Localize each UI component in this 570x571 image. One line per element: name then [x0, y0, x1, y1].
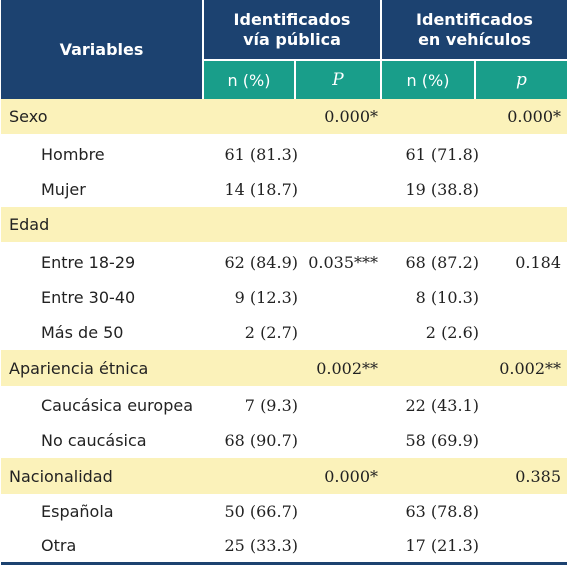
- header-group-via-publica: Identificados vía pública: [204, 0, 380, 59]
- row-n2: 61 (71.8): [405, 145, 479, 164]
- row-label: Mujer: [41, 180, 86, 199]
- row-p2: 0.000*: [507, 107, 561, 126]
- row-p2: [481, 172, 561, 207]
- table-bottom-rule: [1, 562, 567, 565]
- row-n1: 25 (33.3): [224, 536, 298, 555]
- table-row: Entre 18-29 62 (84.9) 0.035*** 68 (87.2)…: [1, 245, 567, 280]
- row-label: Edad: [9, 215, 50, 234]
- row-p2: [481, 388, 561, 423]
- row-label: Más de 50: [41, 323, 124, 342]
- row-n2: 8 (10.3): [415, 288, 479, 307]
- header-group2-line1: Identificados: [416, 9, 533, 29]
- table-row: Entre 30-40 9 (12.3) 8 (10.3): [1, 280, 567, 315]
- row-n1: 68 (90.7): [224, 431, 298, 450]
- row-n1: [203, 207, 298, 242]
- table-row: No caucásica 68 (90.7) 58 (69.9): [1, 423, 567, 458]
- header-group1-line1: Identificados: [233, 9, 351, 29]
- row-n2: [382, 207, 479, 242]
- subheader-p2-label: p: [516, 70, 527, 90]
- row-n1: [203, 99, 298, 134]
- row-n1: 14 (18.7): [224, 180, 298, 199]
- row-n2: [382, 99, 479, 134]
- row-p1: 0.035***: [308, 253, 378, 272]
- header-variables: Variables: [1, 0, 202, 99]
- row-n2: 68 (87.2): [405, 253, 479, 272]
- row-p2: [481, 494, 561, 529]
- subheader-n2: n (%): [382, 61, 474, 99]
- row-n1: 61 (81.3): [224, 145, 298, 164]
- table-row: Nacionalidad 0.000* 0.385: [1, 458, 567, 494]
- row-p2: [481, 423, 561, 458]
- table-row: Apariencia étnica 0.002** 0.002**: [1, 350, 567, 386]
- row-n1: 7 (9.3): [244, 396, 298, 415]
- row-n1: [203, 458, 298, 494]
- row-n2: [382, 458, 479, 494]
- row-p2: [481, 207, 561, 242]
- row-n1: 62 (84.9): [224, 253, 298, 272]
- row-label: Caucásica europea: [41, 396, 193, 415]
- header-variables-label: Variables: [59, 39, 144, 59]
- row-p2: 0.002**: [499, 358, 561, 378]
- table-row: Española 50 (66.7) 63 (78.8): [1, 494, 567, 529]
- subheader-p1-label: P: [332, 70, 344, 90]
- row-p1: [299, 388, 378, 423]
- table-row: Caucásica europea 7 (9.3) 22 (43.1): [1, 388, 567, 423]
- row-p1: [299, 529, 378, 562]
- table-row: Hombre 61 (81.3) 61 (71.8): [1, 137, 567, 172]
- subheader-p1: P: [296, 61, 380, 99]
- row-n1: 9 (12.3): [234, 288, 298, 307]
- row-label: Sexo: [9, 107, 48, 126]
- row-p1: 0.000*: [324, 107, 378, 126]
- header-group2-line2: en vehículos: [418, 29, 531, 49]
- row-p2: [481, 315, 561, 350]
- row-n2: 17 (21.3): [405, 536, 479, 555]
- row-n2: 58 (69.9): [405, 431, 479, 450]
- row-p1: [299, 423, 378, 458]
- row-n2: 22 (43.1): [405, 396, 479, 415]
- row-p2: 0.385: [515, 466, 561, 486]
- row-p1: [299, 172, 378, 207]
- row-n2: 2 (2.6): [425, 323, 479, 342]
- row-p2: [481, 280, 561, 315]
- row-p2: [481, 529, 561, 562]
- row-p2: 0.184: [515, 253, 561, 272]
- row-n1: [203, 350, 298, 386]
- row-p1: [299, 315, 378, 350]
- row-label: Nacionalidad: [9, 466, 113, 486]
- row-p1: [299, 494, 378, 529]
- table-row: Sexo 0.000* 0.000*: [1, 99, 567, 134]
- row-p1: 0.000*: [324, 466, 378, 486]
- header-group-vehiculos: Identificados en vehículos: [382, 0, 567, 59]
- row-label: Entre 18-29: [41, 253, 136, 272]
- table-row: Más de 50 2 (2.7) 2 (2.6): [1, 315, 567, 350]
- row-label: No caucásica: [41, 431, 147, 450]
- subheader-n2-label: n (%): [406, 70, 450, 90]
- table-row: Otra 25 (33.3) 17 (21.3): [1, 529, 567, 562]
- row-n1: 50 (66.7): [224, 502, 298, 521]
- row-p2: [481, 137, 561, 172]
- row-p1: 0.002**: [316, 358, 378, 378]
- row-n1: 2 (2.7): [244, 323, 298, 342]
- subheader-n1: n (%): [204, 61, 294, 99]
- row-p1: [299, 137, 378, 172]
- row-p1: [299, 207, 378, 242]
- row-label: Otra: [41, 536, 77, 555]
- row-n2: [382, 350, 479, 386]
- table-row: Mujer 14 (18.7) 19 (38.8): [1, 172, 567, 207]
- row-label: Española: [41, 502, 114, 521]
- row-p1: [299, 280, 378, 315]
- row-label: Apariencia étnica: [9, 358, 149, 378]
- row-label: Hombre: [41, 145, 105, 164]
- row-label: Entre 30-40: [41, 288, 136, 307]
- row-n2: 19 (38.8): [405, 180, 479, 199]
- subheader-p2: p: [476, 61, 567, 99]
- table-row: Edad: [1, 207, 567, 242]
- row-n2: 63 (78.8): [405, 502, 479, 521]
- header-group1-line2: vía pública: [243, 29, 341, 49]
- subheader-n1-label: n (%): [227, 70, 271, 90]
